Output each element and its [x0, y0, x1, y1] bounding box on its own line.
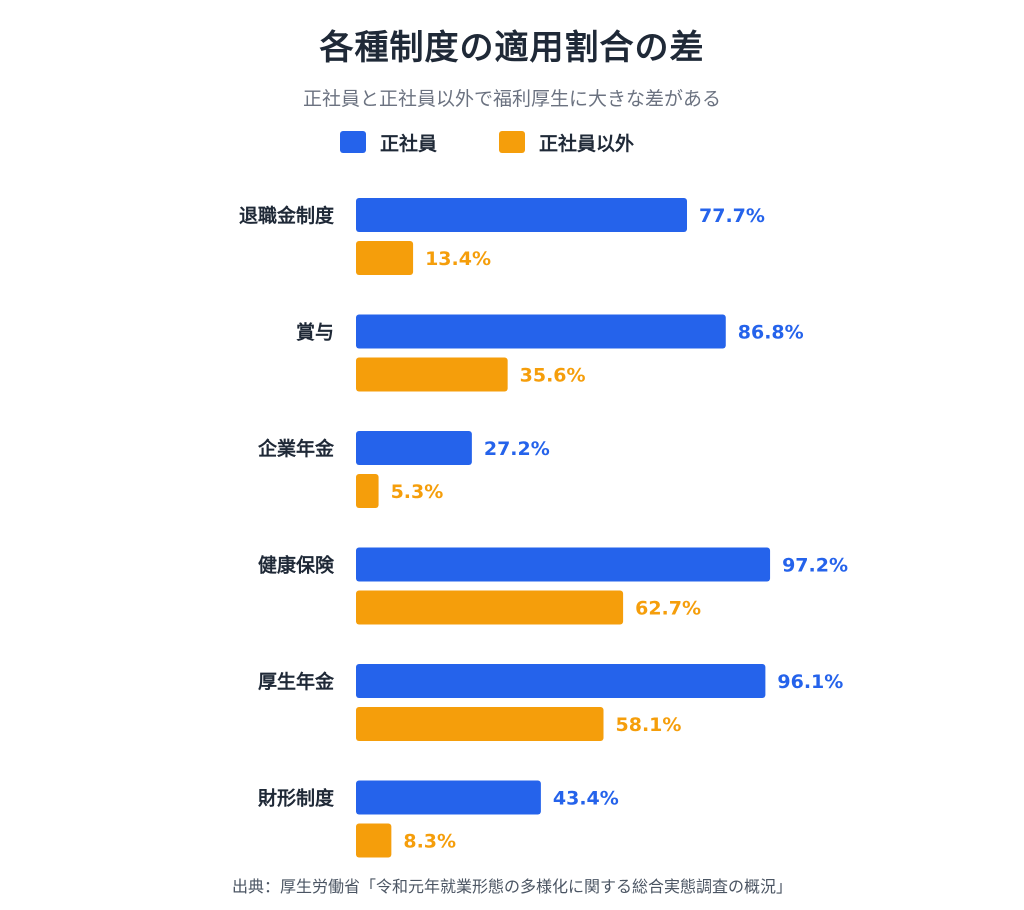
bar-non-regular	[356, 357, 508, 392]
legend-item-non-regular: 正社員以外	[499, 129, 634, 156]
data-label-regular: 43.4%	[553, 788, 619, 810]
bar-regular	[356, 314, 726, 349]
bar-regular	[356, 780, 541, 815]
bar-regular	[356, 198, 688, 232]
legend-swatch-regular	[340, 131, 366, 153]
legend: 正社員 正社員以外	[340, 128, 696, 156]
bar-non-regular	[356, 823, 392, 858]
data-label-non-regular: 8.3%	[403, 831, 456, 853]
bar-regular	[356, 664, 766, 698]
source-note: 出典：厚生労働省「令和元年就業形態の多様化に関する総合実態調査の概況」	[231, 877, 792, 896]
category-label: 健康保険	[258, 554, 335, 577]
chart-subtitle: 正社員と正社員以外で福利厚生に大きな差がある	[302, 88, 721, 110]
data-label-non-regular: 58.1%	[616, 714, 682, 736]
data-label-regular: 97.2%	[782, 555, 848, 577]
category-label: 退職金制度	[239, 204, 335, 227]
data-label-non-regular: 13.4%	[425, 248, 491, 270]
bar-non-regular	[356, 241, 414, 275]
bar-non-regular	[356, 707, 604, 741]
bar-non-regular	[356, 474, 379, 508]
data-label-regular: 96.1%	[777, 671, 843, 693]
data-label-non-regular: 62.7%	[635, 598, 701, 620]
data-label-regular: 86.8%	[738, 322, 804, 344]
legend-label-non-regular: 正社員以外	[539, 132, 635, 155]
data-label-regular: 77.7%	[699, 205, 765, 227]
bar-non-regular	[356, 590, 624, 625]
category-label: 厚生年金	[258, 670, 335, 693]
category-label: 企業年金	[257, 437, 335, 460]
data-label-regular: 27.2%	[484, 438, 550, 460]
legend-item-regular: 正社員	[340, 129, 437, 156]
legend-label-regular: 正社員	[380, 132, 438, 155]
legend-swatch-non-regular	[499, 131, 526, 153]
data-label-non-regular: 35.6%	[520, 365, 586, 387]
category-label: 財形制度	[258, 787, 335, 810]
bar-regular	[356, 547, 771, 582]
chart-title: 各種制度の適用割合の差	[319, 28, 705, 68]
bar-regular	[356, 431, 472, 465]
category-label: 賞与	[296, 321, 334, 344]
bar-chart: 退職金制度 77.7% 13.4% 賞与 86.8% 35.6% 企業年金 27.2% 5.3%…	[239, 198, 848, 858]
data-label-non-regular: 5.3%	[391, 481, 444, 503]
